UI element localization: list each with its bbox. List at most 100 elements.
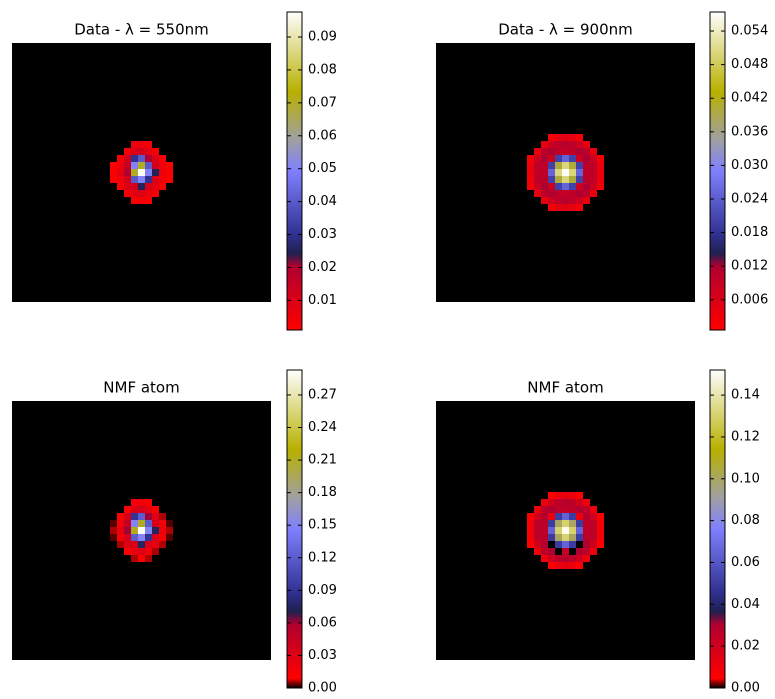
heatmap-cell xyxy=(534,204,541,211)
heatmap-cell xyxy=(527,527,534,534)
heatmap-cell xyxy=(555,548,562,555)
heatmap-cell xyxy=(110,527,117,534)
heatmap-cell xyxy=(555,499,562,506)
heatmap-cell xyxy=(548,520,555,527)
colorbar-tick-label: 0.042 xyxy=(731,91,768,106)
heatmap-cell xyxy=(527,148,534,155)
heatmap-cell xyxy=(562,541,569,548)
heatmap-cell xyxy=(597,134,604,141)
heatmap-cell xyxy=(597,527,604,534)
heatmap-cell xyxy=(152,141,159,148)
heatmap-cell xyxy=(527,155,534,162)
heatmap-cell xyxy=(138,197,145,204)
heatmap-cell xyxy=(159,520,166,527)
heatmap-cell xyxy=(555,541,562,548)
heatmap-cell xyxy=(159,169,166,176)
heatmap-cell xyxy=(131,141,138,148)
heatmap-cell xyxy=(131,506,138,513)
heatmap-cell xyxy=(117,548,124,555)
heatmap-cell xyxy=(562,520,569,527)
heatmap-cell xyxy=(166,162,173,169)
heatmap-cell xyxy=(117,176,124,183)
heatmap-cell xyxy=(138,534,145,541)
heatmap-cell xyxy=(548,562,555,569)
heatmap-cell xyxy=(576,492,583,499)
heatmap-cell xyxy=(124,162,131,169)
heatmap-cell xyxy=(138,176,145,183)
heatmap-cell xyxy=(131,513,138,520)
heatmap-cell xyxy=(131,534,138,541)
heatmap-cell xyxy=(131,499,138,506)
heatmap-cell xyxy=(583,134,590,141)
heatmap-cell xyxy=(117,183,124,190)
colorbar-tick-label: 0.03 xyxy=(308,227,337,242)
heatmap-cell xyxy=(555,527,562,534)
heatmap-cell xyxy=(569,141,576,148)
heatmap-cell xyxy=(548,506,555,513)
heatmap-cell xyxy=(159,155,166,162)
heatmap-cell xyxy=(548,155,555,162)
colorbar-tick-label: 0.06 xyxy=(731,555,760,570)
colorbar-tick-label: 0.036 xyxy=(731,124,768,139)
heatmap-cell xyxy=(569,506,576,513)
heatmap-cell xyxy=(583,520,590,527)
heatmap-cell xyxy=(138,169,145,176)
heatmap-cell xyxy=(159,197,166,204)
heatmap-cell xyxy=(583,541,590,548)
heatmap-cell xyxy=(534,492,541,499)
heatmap-cell xyxy=(597,520,604,527)
heatmap-cell xyxy=(562,155,569,162)
colorbar-tick-label: 0.05 xyxy=(308,161,337,176)
heatmap-cell xyxy=(145,190,152,197)
heatmap-cell xyxy=(569,520,576,527)
heatmap-cell xyxy=(527,197,534,204)
heatmap-cell xyxy=(145,183,152,190)
heatmap-cell xyxy=(597,169,604,176)
heatmap-cell xyxy=(152,499,159,506)
heatmap-cell xyxy=(152,162,159,169)
heatmap-cell xyxy=(145,548,152,555)
heatmap-cell xyxy=(562,141,569,148)
colorbar-tick-label: 0.04 xyxy=(731,597,760,612)
heatmap-cell xyxy=(166,183,173,190)
heatmap-cell xyxy=(166,148,173,155)
heatmap-cell xyxy=(152,169,159,176)
heatmap-cell xyxy=(569,499,576,506)
heatmap-cell xyxy=(569,155,576,162)
panel-title: NMF atom xyxy=(527,379,603,397)
heatmap-cell xyxy=(590,520,597,527)
heatmap-cell xyxy=(145,506,152,513)
heatmap-cell xyxy=(166,169,173,176)
heatmap-cell xyxy=(152,555,159,562)
heatmap-cell xyxy=(152,520,159,527)
heatmap-cell xyxy=(145,520,152,527)
heatmap-cell xyxy=(110,190,117,197)
heatmap-cell xyxy=(569,562,576,569)
heatmap-cell xyxy=(590,555,597,562)
heatmap-cell xyxy=(527,162,534,169)
heatmap-cell xyxy=(124,155,131,162)
heatmap-cell xyxy=(555,562,562,569)
heatmap-cell xyxy=(597,155,604,162)
heatmap-cell xyxy=(166,176,173,183)
heatmap-cell xyxy=(159,176,166,183)
colorbar-tick-label: 0.00 xyxy=(308,681,337,696)
colorbar xyxy=(709,369,726,689)
heatmap-cell xyxy=(131,162,138,169)
heatmap-cell xyxy=(583,492,590,499)
heatmap-cell xyxy=(131,176,138,183)
heatmap-cell xyxy=(583,183,590,190)
heatmap-cell xyxy=(124,513,131,520)
heatmap-cell xyxy=(562,169,569,176)
heatmap-cell xyxy=(576,548,583,555)
heatmap-cell xyxy=(590,141,597,148)
heatmap-cell xyxy=(576,169,583,176)
heatmap-cell xyxy=(159,548,166,555)
heatmap-cell xyxy=(124,190,131,197)
heatmap-cell xyxy=(145,197,152,204)
heatmap-cell xyxy=(562,527,569,534)
heatmap-cell xyxy=(117,148,124,155)
heatmap-cell xyxy=(569,169,576,176)
heatmap-cell xyxy=(145,513,152,520)
heatmap-cell xyxy=(138,155,145,162)
